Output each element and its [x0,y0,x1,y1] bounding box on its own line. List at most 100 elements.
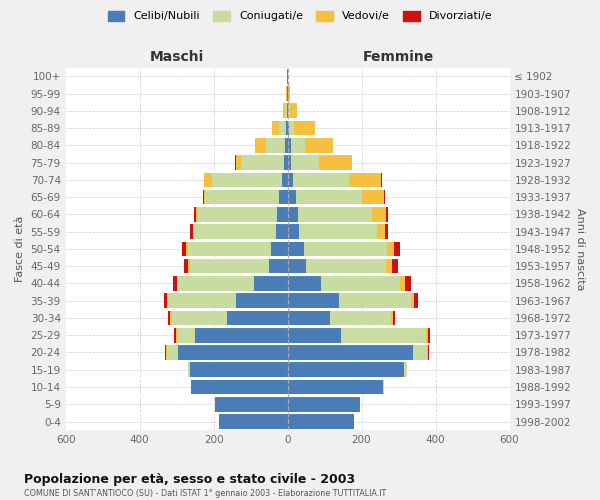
Bar [276,224,287,239]
Bar [290,104,297,118]
Bar [176,276,178,291]
Bar [287,414,354,429]
Bar [287,172,293,187]
Bar [168,310,170,326]
Bar [190,362,287,377]
Bar [289,104,290,118]
Bar [287,242,304,256]
Bar [287,138,290,152]
Bar [388,242,394,256]
Bar [287,345,413,360]
Bar [426,328,428,342]
Bar [173,276,176,291]
Bar [386,207,388,222]
Bar [287,362,404,377]
Bar [305,138,334,152]
Bar [241,156,284,170]
Bar [296,190,362,204]
Bar [287,190,296,204]
Bar [293,172,349,187]
Bar [172,310,227,326]
Bar [219,414,287,429]
Bar [287,397,360,411]
Bar [170,310,172,326]
Bar [165,345,166,360]
Bar [298,207,372,222]
Bar [291,156,319,170]
Bar [381,172,382,187]
Bar [194,224,276,239]
Bar [272,120,280,136]
Bar [286,86,287,101]
Bar [405,276,411,291]
Bar [287,328,341,342]
Bar [287,120,289,136]
Bar [287,276,321,291]
Bar [215,397,287,411]
Bar [284,156,287,170]
Bar [191,380,287,394]
Y-axis label: Anni di nascita: Anni di nascita [575,208,585,290]
Bar [269,259,287,274]
Bar [285,104,287,118]
Bar [362,190,384,204]
Bar [255,138,266,152]
Bar [289,86,290,101]
Bar [167,294,169,308]
Bar [284,138,287,152]
Bar [341,328,426,342]
Bar [287,294,340,308]
Text: Femmine: Femmine [363,50,434,64]
Bar [198,207,277,222]
Bar [385,224,388,239]
Bar [178,345,287,360]
Bar [266,138,284,152]
Bar [384,190,385,204]
Bar [227,310,287,326]
Bar [306,259,386,274]
Bar [383,380,384,394]
Bar [293,120,315,136]
Bar [182,242,186,256]
Bar [236,156,241,170]
Bar [280,190,287,204]
Bar [287,224,299,239]
Bar [277,207,287,222]
Bar [321,276,400,291]
Bar [236,294,287,308]
Bar [287,156,291,170]
Bar [428,328,430,342]
Bar [283,104,285,118]
Bar [271,242,287,256]
Bar [203,190,205,204]
Bar [280,120,286,136]
Bar [190,259,269,274]
Bar [212,172,282,187]
Text: COMUNE DI SANT'ANTIOCO (SU) - Dati ISTAT 1° gennaio 2003 - Elaborazione TUTTITAL: COMUNE DI SANT'ANTIOCO (SU) - Dati ISTAT… [24,489,386,498]
Bar [203,172,205,187]
Bar [349,172,381,187]
Bar [394,242,400,256]
Bar [194,207,196,222]
Bar [340,294,412,308]
Bar [413,345,427,360]
Bar [282,172,287,187]
Legend: Celibi/Nubili, Coniugati/e, Vedovi/e, Divorziati/e: Celibi/Nubili, Coniugati/e, Vedovi/e, Di… [108,10,492,22]
Bar [392,259,398,274]
Bar [188,259,190,274]
Bar [195,328,287,342]
Bar [178,276,254,291]
Bar [175,328,176,342]
Bar [164,294,167,308]
Bar [391,310,393,326]
Y-axis label: Fasce di età: Fasce di età [15,216,25,282]
Bar [287,104,289,118]
Text: Maschi: Maschi [149,50,204,64]
Bar [193,224,194,239]
Bar [254,276,287,291]
Bar [178,328,195,342]
Bar [190,224,193,239]
Bar [400,276,405,291]
Bar [169,294,236,308]
Bar [428,345,429,360]
